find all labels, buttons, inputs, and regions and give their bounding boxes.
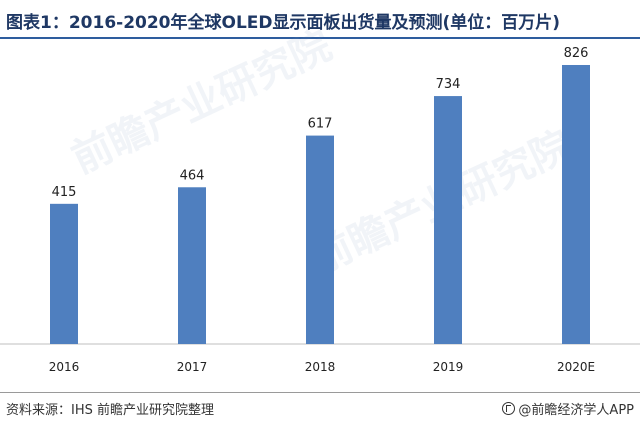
data-label-2018: 617	[308, 117, 333, 132]
bar-2017	[178, 187, 206, 344]
brand-credit: @前瞻经济学人APP	[502, 399, 634, 418]
x-tick-label-2017: 2017	[177, 360, 208, 374]
data-label-2017: 464	[180, 168, 205, 183]
bar-2019	[434, 96, 462, 344]
x-tick-label-2019: 2019	[433, 360, 464, 374]
data-label-2019: 734	[436, 77, 461, 92]
data-label-2020E: 826	[564, 46, 589, 61]
x-tick-label-2016: 2016	[49, 360, 80, 374]
footer-divider	[0, 392, 640, 393]
brand-text: @前瞻经济学人APP	[518, 403, 634, 418]
x-tick-label-2018: 2018	[305, 360, 336, 374]
bar-chart: 415 2016 464 2017 617 2018 734 2019 826 2020E	[0, 46, 640, 374]
title-divider	[0, 37, 640, 39]
data-label-2016: 415	[52, 185, 77, 200]
source-note: 资料来源：IHS 前瞻产业研究院整理	[6, 403, 214, 418]
brand-logo-icon	[502, 402, 516, 415]
x-tick-label-2020E: 2020E	[557, 360, 595, 374]
bar-2020E	[562, 64, 590, 345]
chart-title: 图表1：2016-2020年全球OLED显示面板出货量及预测(单位：百万片)	[6, 13, 561, 33]
bar-2016	[50, 203, 78, 344]
bar-2018	[306, 135, 334, 344]
